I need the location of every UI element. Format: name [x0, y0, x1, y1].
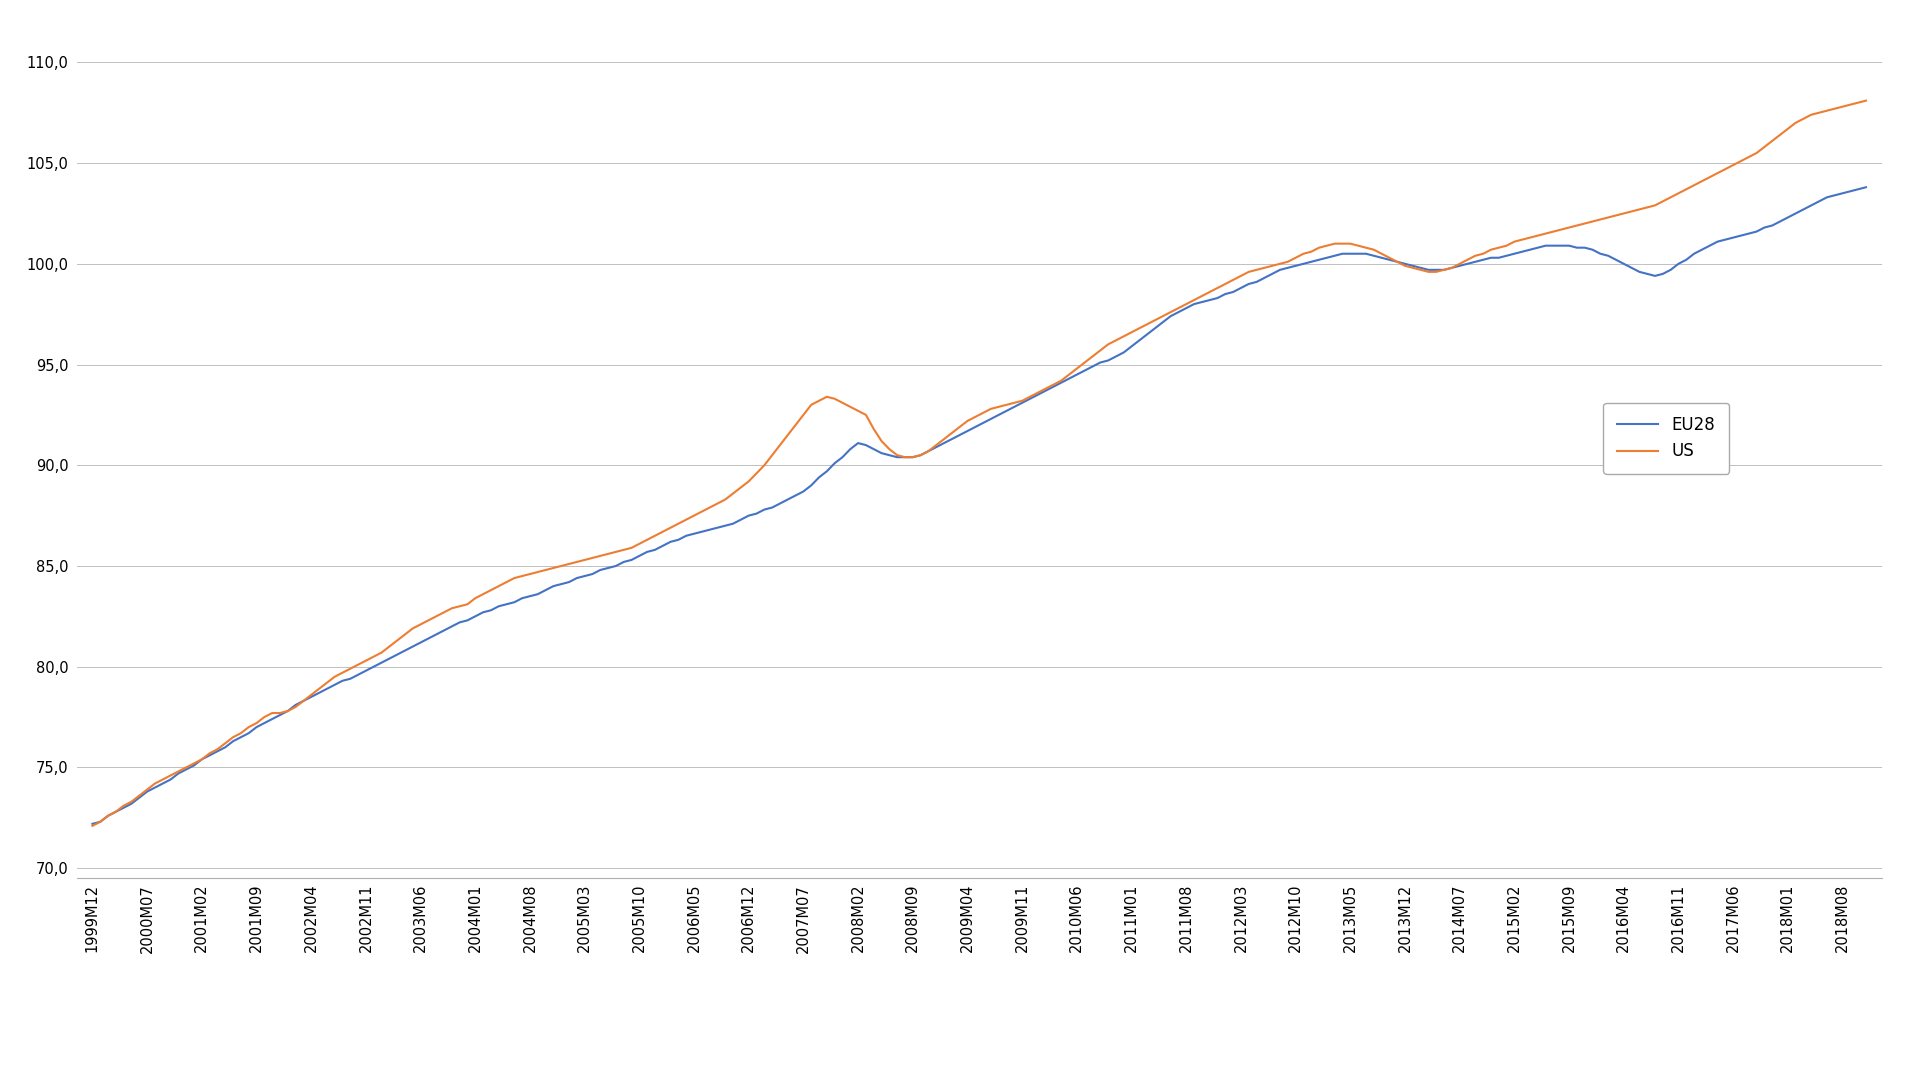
EU28	[1402, 259, 1425, 272]
EU28	[526, 588, 549, 601]
Legend: EU28, US: EU28, US	[1603, 403, 1728, 473]
EU28	[81, 817, 104, 830]
US	[1480, 243, 1503, 256]
US	[81, 819, 104, 832]
US	[1597, 211, 1620, 224]
Line: US: US	[92, 101, 1866, 826]
US	[1402, 261, 1425, 274]
US	[526, 565, 549, 578]
EU28	[1597, 250, 1620, 262]
EU28	[1480, 252, 1503, 265]
EU28	[534, 584, 557, 597]
US	[1229, 270, 1252, 283]
Line: EU28: EU28	[92, 187, 1866, 824]
US	[534, 563, 557, 576]
EU28	[1855, 181, 1878, 194]
US	[1855, 94, 1878, 107]
EU28	[1229, 282, 1252, 295]
